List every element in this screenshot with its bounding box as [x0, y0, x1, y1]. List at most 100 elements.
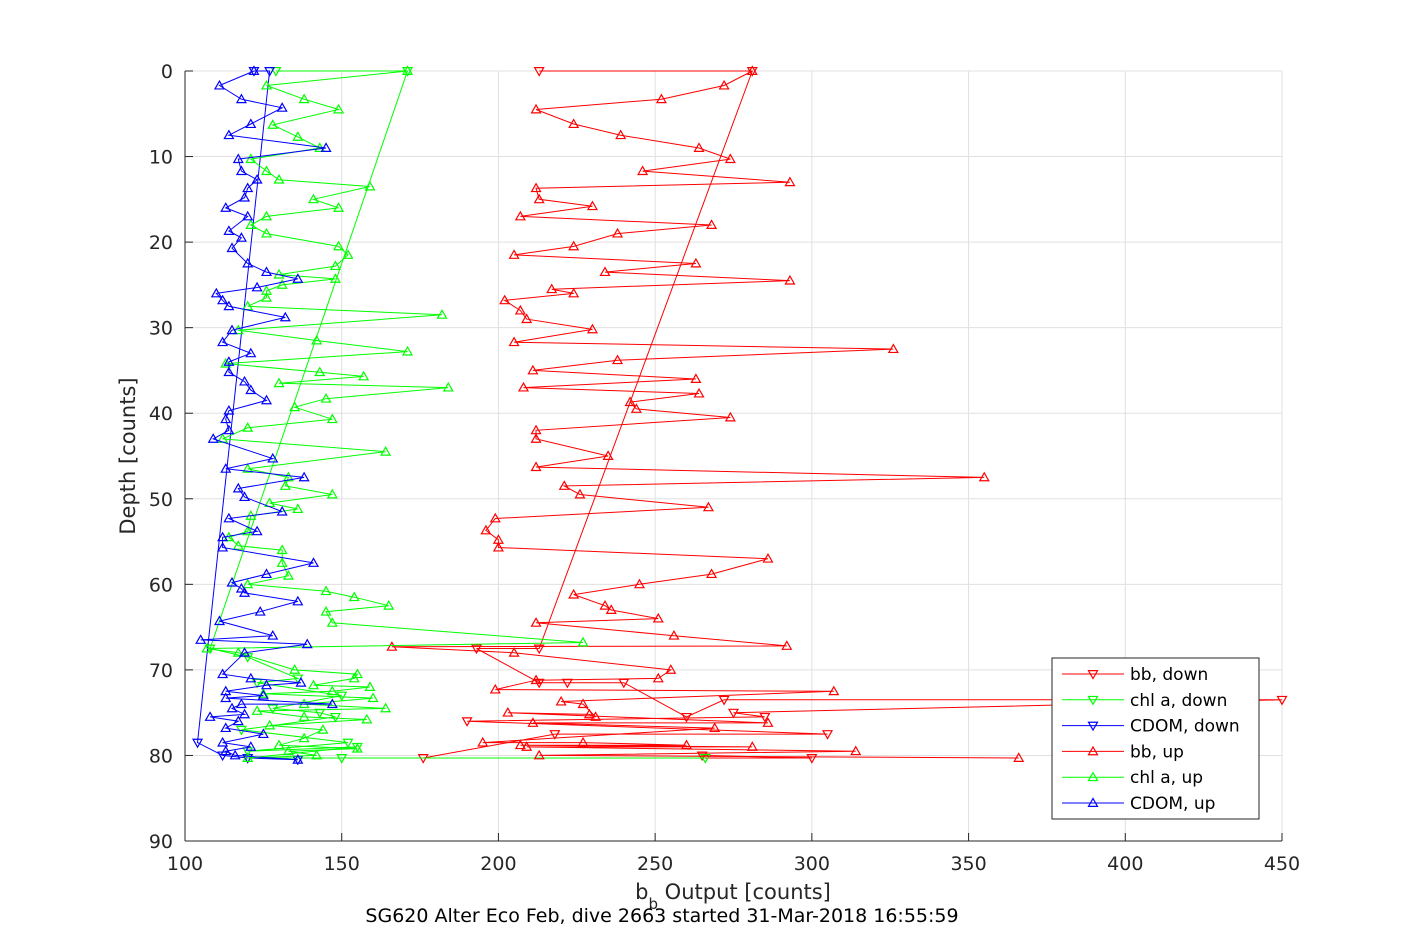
- data-point: [724, 411, 736, 422]
- data-point: [314, 366, 326, 377]
- data-point: [499, 294, 511, 305]
- data-point: [521, 741, 533, 751]
- data-point: [242, 578, 254, 589]
- data-point: [746, 741, 758, 751]
- data-point: [204, 711, 216, 721]
- data-point: [276, 557, 288, 567]
- data-point: [320, 585, 332, 596]
- data-point: [201, 642, 213, 653]
- data-point: [586, 200, 598, 211]
- data-point: [267, 452, 279, 463]
- series-cdom-up: [195, 65, 338, 764]
- data-point: [267, 119, 279, 129]
- data-series: [192, 65, 1288, 766]
- x-tick-label: 450: [1264, 853, 1300, 875]
- data-point: [292, 131, 304, 141]
- data-point: [295, 677, 307, 687]
- data-point: [530, 433, 542, 443]
- data-point: [220, 722, 232, 733]
- data-point: [492, 534, 504, 544]
- data-point: [358, 370, 370, 381]
- data-point: [242, 463, 254, 473]
- data-point: [267, 629, 279, 640]
- data-point: [329, 273, 341, 283]
- data-point: [615, 129, 627, 140]
- data-point: [232, 540, 244, 550]
- data-point: [652, 612, 664, 623]
- data-point: [320, 606, 332, 616]
- data-point: [514, 210, 526, 221]
- data-point: [239, 647, 251, 657]
- data-point: [611, 354, 624, 365]
- data-point: [680, 739, 693, 750]
- data-point: [242, 182, 254, 193]
- data-point: [245, 219, 257, 229]
- data-point: [568, 240, 580, 251]
- data-point: [549, 730, 561, 740]
- data-point: [718, 79, 730, 90]
- data-point: [533, 644, 545, 655]
- data-point: [342, 249, 354, 259]
- data-point: [217, 541, 229, 552]
- data-point: [213, 615, 226, 626]
- data-point: [333, 103, 345, 114]
- data-point: [223, 129, 235, 140]
- data-point: [235, 93, 247, 104]
- data-point: [298, 698, 310, 709]
- x-tick-label: 250: [637, 853, 673, 875]
- data-point: [784, 274, 796, 285]
- data-point: [245, 741, 257, 751]
- data-point: [527, 717, 539, 727]
- data-point: [195, 634, 207, 644]
- series-line: [423, 70, 1283, 759]
- data-point: [477, 736, 489, 747]
- data-point: [220, 202, 232, 212]
- legend-entry: chl a, up: [1062, 768, 1203, 788]
- data-point: [367, 692, 379, 703]
- data-point: [242, 257, 254, 268]
- data-point: [599, 600, 611, 610]
- data-point: [326, 617, 338, 627]
- data-point: [333, 202, 345, 212]
- data-point: [223, 356, 235, 366]
- data-point: [380, 446, 392, 456]
- data-point: [235, 698, 247, 709]
- data-point: [242, 210, 254, 221]
- data-point: [546, 283, 558, 294]
- data-point: [260, 79, 273, 90]
- data-point: [1276, 695, 1288, 706]
- data-point: [336, 691, 348, 702]
- data-point: [220, 685, 232, 696]
- data-point: [239, 191, 251, 202]
- data-point: [289, 401, 301, 412]
- data-point: [558, 480, 570, 490]
- y-tick-label: 70: [149, 660, 173, 682]
- data-point: [311, 749, 323, 760]
- data-point: [577, 636, 589, 647]
- data-point: [574, 488, 586, 499]
- data-point: [326, 488, 338, 499]
- data-point: [260, 568, 273, 579]
- data-point: [828, 685, 840, 696]
- data-point: [223, 512, 235, 523]
- data-point: [260, 165, 273, 176]
- data-point: [251, 281, 263, 292]
- data-point: [590, 711, 602, 721]
- data-point: [442, 381, 454, 392]
- data-point: [762, 717, 774, 727]
- data-point: [217, 668, 229, 679]
- data-point: [380, 702, 392, 713]
- data-point: [461, 717, 473, 727]
- data-point: [508, 336, 520, 347]
- data-point: [530, 103, 542, 114]
- data-point: [633, 578, 646, 589]
- data-point: [311, 334, 323, 345]
- data-point: [217, 294, 229, 305]
- data-point: [655, 93, 667, 104]
- y-axis-label: Depth [counts]: [116, 377, 140, 534]
- data-point: [223, 404, 235, 415]
- y-tick-label: 30: [149, 318, 173, 340]
- legend-label: CDOM, up: [1130, 794, 1215, 814]
- legend-label: chl a, down: [1130, 691, 1227, 711]
- legend-label: CDOM, down: [1130, 717, 1240, 737]
